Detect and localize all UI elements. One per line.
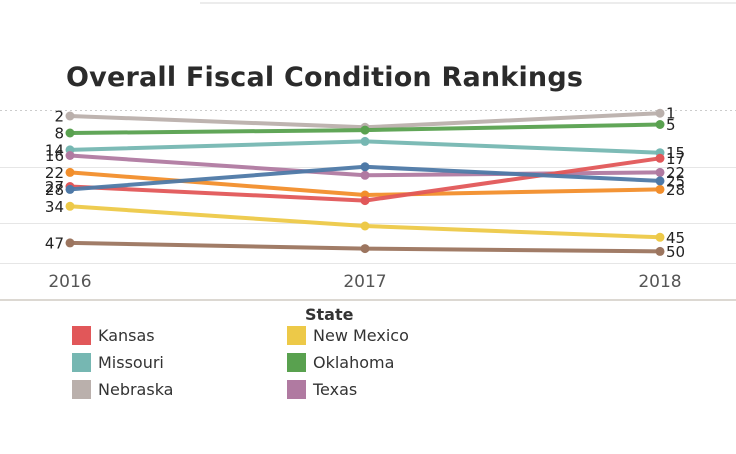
data-label: 1 (666, 105, 676, 123)
data-point (655, 120, 665, 129)
data-label: 25 (666, 172, 685, 190)
data-point (655, 246, 665, 256)
legend-swatch (72, 326, 91, 345)
legend-label: Oklahoma (313, 353, 395, 372)
series-missouri (65, 136, 665, 158)
legend-label: Texas (313, 380, 358, 399)
data-point (65, 111, 75, 121)
x-tick-label: 2018 (638, 272, 681, 292)
data-point (65, 201, 75, 211)
data-point (655, 184, 665, 194)
data-point (655, 176, 665, 186)
top-divider (200, 2, 736, 4)
legend-item[interactable]: Nebraska (72, 380, 173, 399)
legend-divider (0, 299, 736, 301)
x-tick-label: 2017 (343, 272, 386, 292)
data-label: 47 (45, 234, 64, 252)
legend-swatch (287, 353, 306, 372)
series-unlabeled (65, 162, 665, 194)
data-point (65, 238, 75, 248)
data-label: 27 (45, 178, 64, 196)
legend-title: State (305, 305, 354, 324)
chart-title: Overall Fiscal Condition Rankings (66, 62, 584, 93)
series-unlabeled (65, 238, 665, 256)
legend-item[interactable]: Missouri (72, 353, 164, 372)
legend-label: Missouri (98, 353, 164, 372)
data-label: 17 (666, 150, 685, 168)
data-point (360, 170, 370, 180)
series-new-mexico (65, 201, 665, 242)
x-tick-label: 2016 (48, 272, 91, 292)
data-label: 2 (54, 108, 64, 126)
data-point (65, 184, 75, 194)
data-point (360, 125, 370, 135)
legend-label: Nebraska (98, 380, 174, 399)
data-label: 5 (666, 116, 676, 134)
data-point (360, 196, 370, 206)
data-label: 14 (45, 141, 64, 159)
data-point (360, 221, 370, 231)
series-oklahoma (65, 120, 665, 138)
data-point (65, 167, 75, 177)
data-label: 45 (666, 229, 685, 247)
data-point (360, 162, 370, 172)
data-label: 22 (45, 164, 64, 182)
data-label: 22 (666, 164, 685, 182)
legend-item[interactable]: Kansas (72, 326, 155, 345)
data-point (360, 136, 370, 146)
data-label: 28 (666, 181, 685, 199)
data-label: 50 (666, 243, 685, 261)
data-label: 16 (45, 147, 64, 165)
data-label: 15 (666, 144, 685, 162)
legend-item[interactable]: Oklahoma (287, 353, 394, 372)
data-point (655, 232, 665, 242)
data-point (65, 151, 75, 160)
legend-swatch (72, 380, 91, 399)
data-point (655, 153, 665, 163)
legend-swatch (287, 326, 306, 345)
data-label: 28 (45, 181, 64, 199)
legend-label: Kansas (98, 326, 155, 345)
legend-swatch (287, 380, 306, 399)
x-axis: 2016 2017 2018 (48, 272, 681, 292)
legend-swatch (72, 353, 91, 372)
legend-item[interactable]: New Mexico (287, 326, 409, 345)
legend-item[interactable]: Texas (287, 380, 357, 399)
series-lines (65, 108, 665, 256)
data-point (65, 128, 75, 138)
legend-label: New Mexico (313, 326, 409, 345)
data-label: 34 (45, 198, 64, 216)
data-point (655, 167, 665, 177)
data-point (655, 108, 665, 118)
data-label: 8 (54, 125, 64, 143)
data-point (360, 244, 370, 254)
